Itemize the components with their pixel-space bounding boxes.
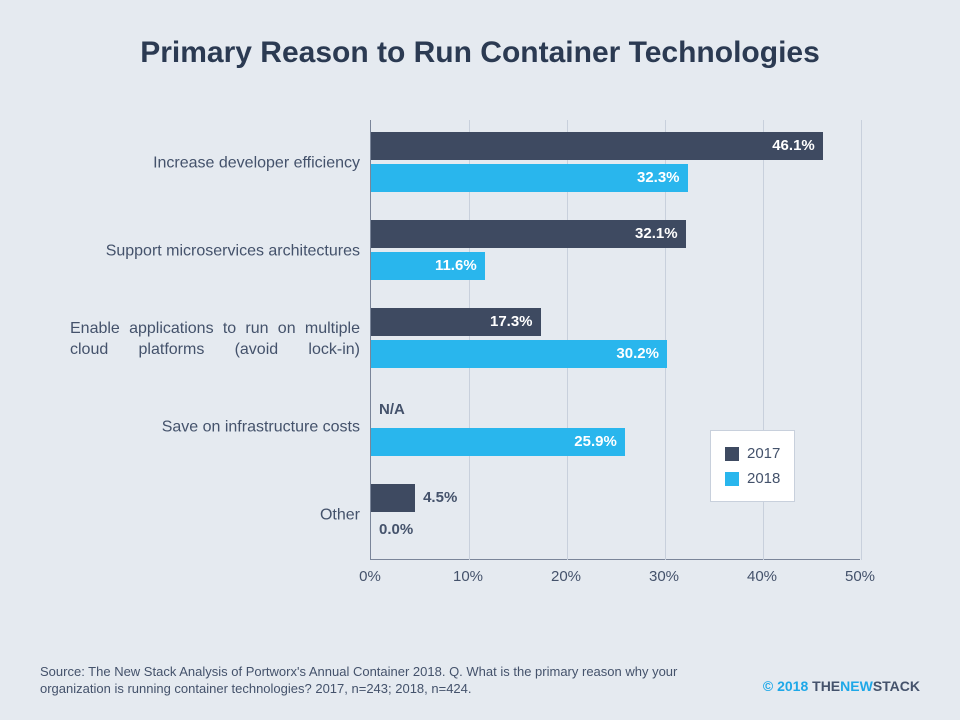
legend-item: 2018 xyxy=(725,466,780,491)
bar-s2017 xyxy=(371,484,415,512)
x-tick: 0% xyxy=(359,568,381,585)
legend-label: 2018 xyxy=(747,470,780,487)
x-tick: 40% xyxy=(747,568,777,585)
bar-label-s2018: 11.6% xyxy=(435,252,477,280)
bar-label-s2017: 32.1% xyxy=(635,220,678,248)
brand-mark: © 2018 THENEWSTACK xyxy=(763,678,920,694)
bar-label-s2018: 25.9% xyxy=(574,428,617,456)
bar-label-s2018: 0.0% xyxy=(379,516,413,544)
x-tick: 50% xyxy=(845,568,875,585)
category-label: Other xyxy=(70,506,360,527)
bar-label-s2017: 46.1% xyxy=(772,132,815,160)
x-tick: 20% xyxy=(551,568,581,585)
category-row: Enable applications to run on multiple c… xyxy=(70,296,890,384)
bar-label-s2017: 17.3% xyxy=(490,308,533,336)
x-tick: 30% xyxy=(649,568,679,585)
bar-label-s2017: N/A xyxy=(379,396,405,424)
chart-title: Primary Reason to Run Container Technolo… xyxy=(0,36,960,70)
legend-swatch xyxy=(725,447,739,461)
chart-area: Increase developer efficiency 46.1% 32.3% S… xyxy=(70,120,890,620)
x-tick: 10% xyxy=(453,568,483,585)
source-footer: Source: The New Stack Analysis of Portwo… xyxy=(40,663,720,698)
bar-label-s2018: 30.2% xyxy=(616,340,659,368)
category-label: Support microservices architectures xyxy=(70,242,360,263)
category-label: Save on infrastructure costs xyxy=(70,418,360,439)
bar-label-s2017: 4.5% xyxy=(423,484,457,512)
legend-swatch xyxy=(725,472,739,486)
legend: 2017 2018 xyxy=(710,430,795,502)
category-row: Increase developer efficiency 46.1% 32.3% xyxy=(70,120,890,208)
legend-label: 2017 xyxy=(747,445,780,462)
category-label: Increase developer efficiency xyxy=(70,154,360,175)
category-row: Support microservices architectures 32.1%… xyxy=(70,208,890,296)
legend-item: 2017 xyxy=(725,441,780,466)
bar-s2017 xyxy=(371,132,823,160)
category-label: Enable applications to run on multiple c… xyxy=(70,319,360,361)
bar-label-s2018: 32.3% xyxy=(637,164,680,192)
